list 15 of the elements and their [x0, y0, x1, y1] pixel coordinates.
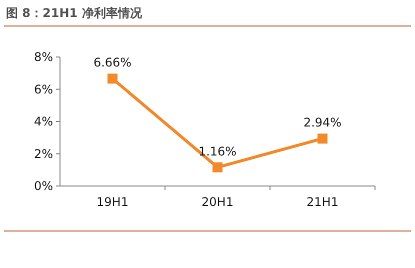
- x-tick-label: 19H1: [96, 195, 128, 209]
- y-tick-label: 6%: [34, 82, 53, 96]
- data-label: 1.16%: [198, 144, 237, 158]
- x-tick-label: 20H1: [202, 195, 234, 209]
- x-tick-label: 21H1: [306, 195, 338, 209]
- y-tick-label: 8%: [34, 50, 53, 64]
- chart-title: 图 8：21H1 净利率情况: [6, 6, 143, 20]
- y-tick-label: 4%: [34, 114, 53, 129]
- y-tick-label: 2%: [34, 146, 53, 161]
- point: [108, 74, 118, 84]
- point: [212, 162, 222, 172]
- data-label: 2.94%: [303, 116, 342, 130]
- y-tick-label: 0%: [34, 179, 53, 194]
- data-label: 6.66%: [93, 56, 132, 70]
- point: [318, 134, 328, 144]
